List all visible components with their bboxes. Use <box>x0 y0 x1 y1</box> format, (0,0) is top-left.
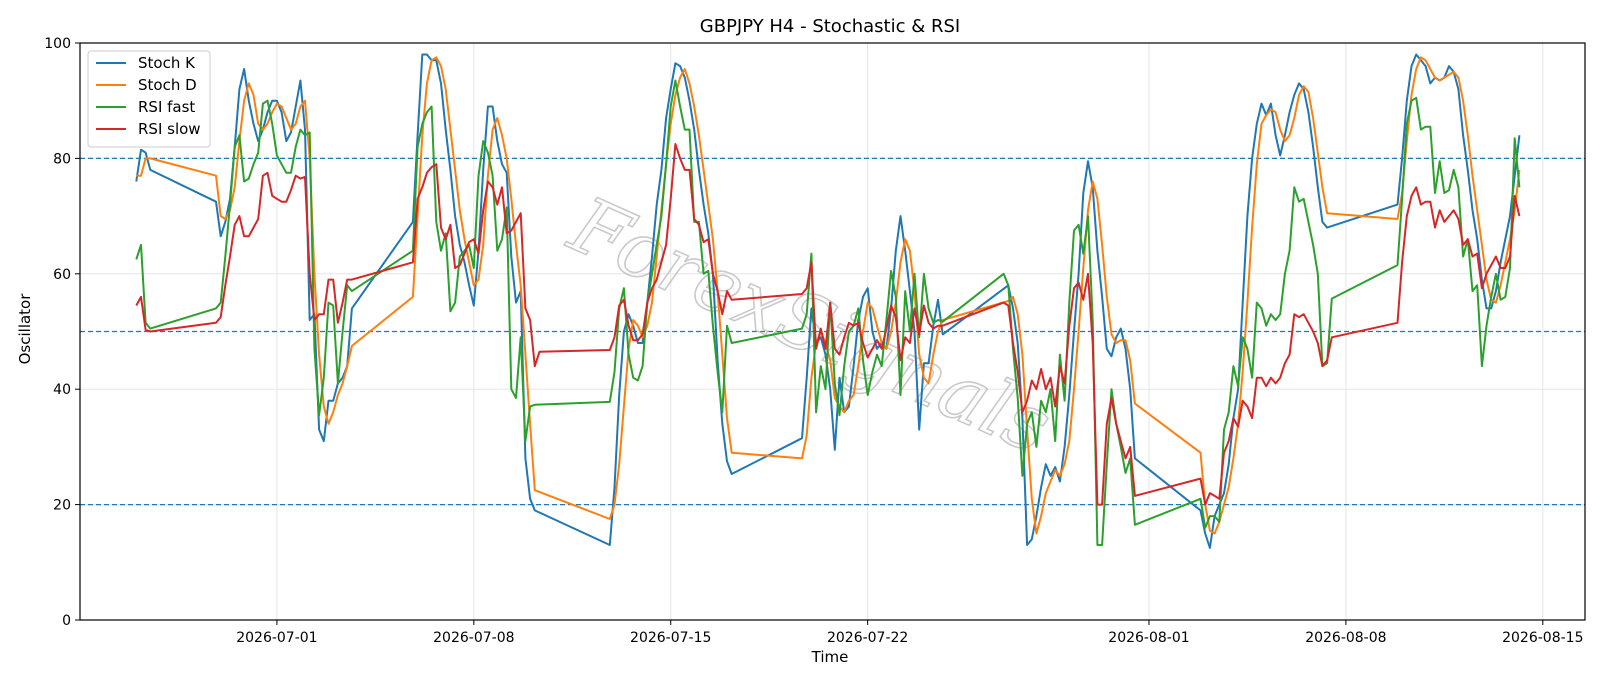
y-tick-label: 0 <box>62 613 71 629</box>
legend-entry: Stoch D <box>138 76 197 94</box>
legend: Stoch K Stoch D RSI fast RSI slow <box>87 50 211 148</box>
x-tick-label: 2026-07-08 <box>433 630 514 646</box>
y-tick-label: 40 <box>53 382 71 398</box>
legend-entry: RSI slow <box>138 120 201 138</box>
y-tick-label: 20 <box>53 498 71 514</box>
y-tick-label: 100 <box>44 36 71 52</box>
legend-entry: RSI fast <box>138 98 195 116</box>
x-tick-label: 2026-08-01 <box>1108 630 1189 646</box>
plot-area <box>135 53 1521 549</box>
x-tick-label: 2026-08-15 <box>1502 630 1583 646</box>
series-line-rsi-fast <box>135 79 1521 546</box>
y-tick-label: 80 <box>53 151 71 167</box>
y-axis-label: Oscillator <box>16 293 34 365</box>
y-tick-label: 60 <box>53 267 71 283</box>
legend-entry: Stoch K <box>138 54 196 72</box>
chart-title: GBPJPY H4 - Stochastic & RSI <box>700 16 960 37</box>
x-tick-label: 2026-07-01 <box>236 630 317 646</box>
y-axis-ticks: 0 20 40 60 80 100 <box>44 36 80 629</box>
legend-box <box>87 50 211 148</box>
x-tick-label: 2026-08-08 <box>1305 630 1386 646</box>
x-tick-label: 2026-07-22 <box>827 630 908 646</box>
series-line-stoch-d <box>136 56 1521 535</box>
series-line-stoch-k <box>135 53 1521 549</box>
x-axis-ticks: 2026-07-01 2026-07-08 2026-07-15 2026-07-22… <box>236 620 1583 646</box>
series-line-rsi-slow <box>135 143 1521 506</box>
x-tick-label: 2026-07-15 <box>630 630 711 646</box>
series-lines <box>135 53 1521 549</box>
x-axis-label: Time <box>811 648 849 666</box>
axes-frame <box>79 42 1586 621</box>
